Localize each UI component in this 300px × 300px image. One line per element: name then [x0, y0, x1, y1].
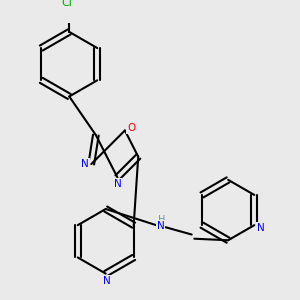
Text: H: H [158, 215, 165, 225]
Text: O: O [127, 123, 135, 133]
Text: N: N [257, 223, 264, 233]
Text: Cl: Cl [61, 0, 72, 8]
Text: N: N [81, 159, 89, 169]
Text: N: N [157, 221, 164, 231]
Text: N: N [114, 179, 121, 189]
Text: N: N [103, 276, 111, 286]
